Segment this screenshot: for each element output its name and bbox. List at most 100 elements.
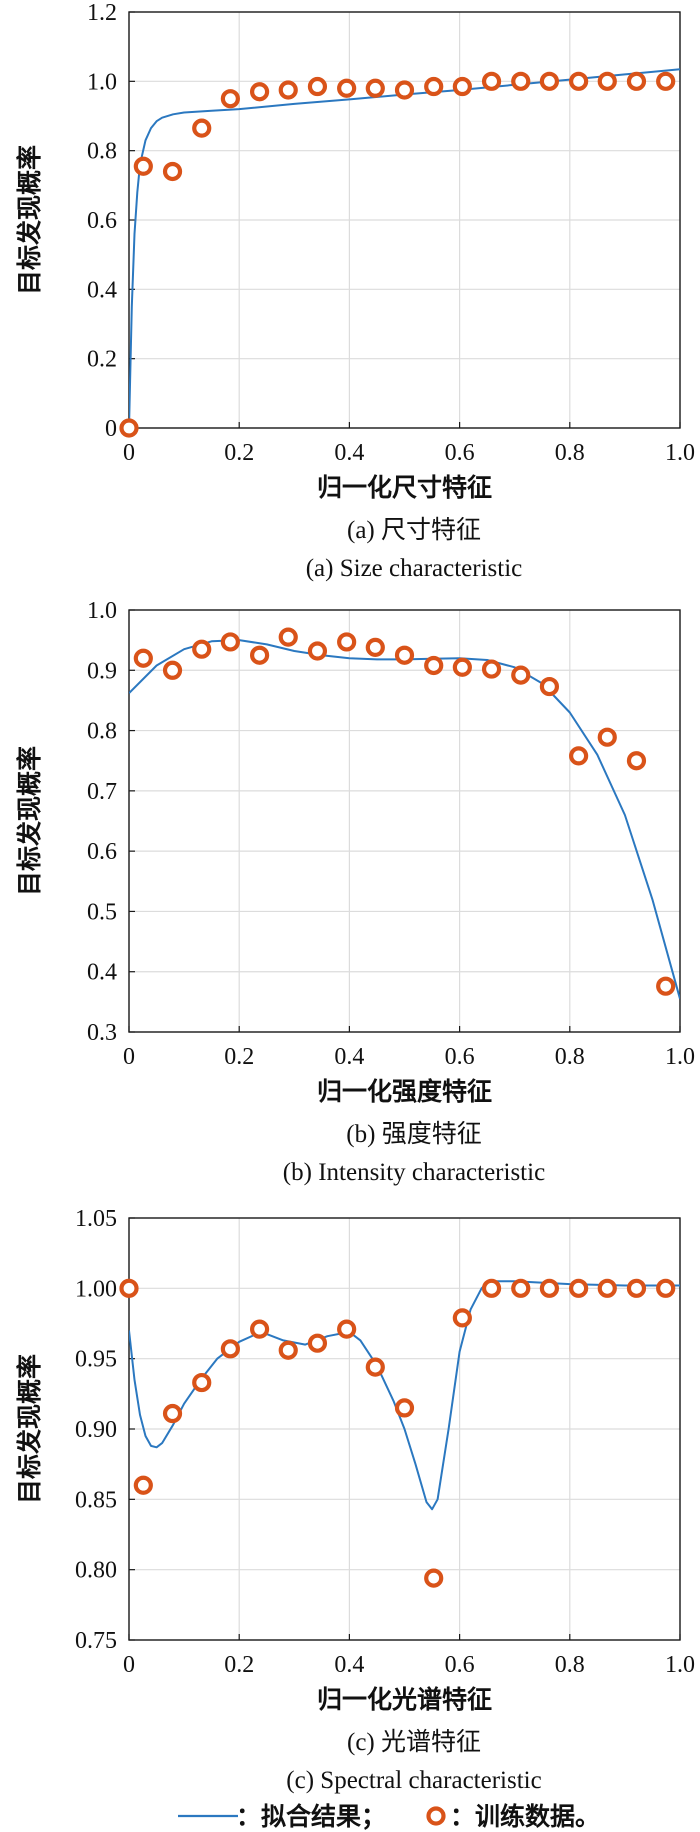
data-point bbox=[511, 665, 531, 685]
data-point bbox=[337, 632, 357, 652]
y-tick-label: 0.75 bbox=[75, 1628, 117, 1654]
data-point bbox=[278, 627, 298, 647]
data-point bbox=[452, 657, 472, 677]
data-point bbox=[539, 71, 560, 91]
y-tick-label: 0.6 bbox=[87, 208, 117, 234]
data-point bbox=[365, 1357, 385, 1377]
data-point bbox=[656, 1278, 676, 1298]
y-tick-label: 1.05 bbox=[75, 1206, 117, 1232]
data-point bbox=[133, 1475, 153, 1495]
x-tick-label: 0.8 bbox=[555, 1044, 585, 1070]
data-point bbox=[307, 1333, 328, 1353]
caption-en: (a) Size characteristic bbox=[306, 555, 523, 582]
data-point bbox=[597, 1278, 617, 1298]
legend-train-label: ：训练数据。 bbox=[450, 1802, 600, 1831]
x-axis-label: 归一化尺寸特征 bbox=[317, 473, 492, 502]
data-point bbox=[119, 1278, 139, 1298]
data-point bbox=[452, 76, 472, 97]
data-point bbox=[365, 78, 385, 98]
x-tick-label: 0.8 bbox=[555, 1652, 585, 1678]
data-point bbox=[511, 1278, 531, 1298]
data-point bbox=[424, 655, 444, 676]
x-tick-label: 0.4 bbox=[334, 1044, 364, 1070]
x-tick-label: 1.0 bbox=[665, 440, 695, 466]
data-point bbox=[656, 71, 676, 91]
x-tick-label: 0.2 bbox=[224, 1652, 254, 1678]
data-point bbox=[192, 639, 212, 659]
data-point bbox=[511, 71, 531, 91]
y-axis-label: 目标发现概率 bbox=[15, 145, 44, 295]
x-tick-label: 0.2 bbox=[224, 440, 254, 466]
caption-en: (c) Spectral characteristic bbox=[286, 1767, 541, 1794]
x-tick-label: 0 bbox=[123, 1044, 135, 1070]
data-point bbox=[249, 645, 270, 665]
legend-train-marker bbox=[426, 1806, 446, 1826]
caption-cn: (b) 强度特征 bbox=[346, 1120, 481, 1148]
y-tick-label: 1.2 bbox=[87, 0, 117, 26]
data-point bbox=[249, 82, 270, 102]
data-point bbox=[133, 648, 153, 668]
x-axis-label: 归一化强度特征 bbox=[317, 1077, 492, 1106]
data-point bbox=[656, 976, 676, 996]
legend-fit-label: ：拟合结果； bbox=[236, 1802, 386, 1831]
data-point bbox=[249, 1319, 270, 1339]
data-point bbox=[307, 76, 328, 97]
chart-panel: 0 0.2 0.4 0.6 0.8 1.0 0.3 0.4 0.5 0.6 0.7 0.8 0.9 1.0… bbox=[15, 598, 695, 1186]
caption-cn: (a) 尺寸特征 bbox=[347, 516, 481, 544]
data-point bbox=[394, 1398, 415, 1418]
data-point bbox=[626, 1278, 647, 1298]
y-axis-label: 目标发现概率 bbox=[15, 1354, 44, 1504]
data-point bbox=[220, 632, 240, 652]
y-tick-label: 0.85 bbox=[75, 1487, 117, 1513]
y-tick-label: 0.95 bbox=[75, 1347, 117, 1373]
data-point bbox=[307, 641, 328, 661]
x-tick-label: 0.6 bbox=[445, 440, 475, 466]
data-point bbox=[220, 89, 240, 109]
data-point bbox=[162, 161, 183, 182]
chart-panel: 0 0.2 0.4 0.6 0.8 1.0 0 0.2 0.4 0.6 0.8 1.0 1.2 归一化尺寸… bbox=[15, 0, 695, 582]
data-point bbox=[539, 1278, 560, 1298]
fit-curve bbox=[129, 68, 680, 428]
data-point bbox=[452, 1308, 472, 1328]
legend: ：拟合结果； ：训练数据。 bbox=[178, 1802, 600, 1831]
y-tick-label: 0.8 bbox=[87, 719, 117, 745]
y-tick-label: 0.90 bbox=[75, 1417, 117, 1443]
x-tick-label: 0 bbox=[123, 440, 135, 466]
y-tick-label: 0.7 bbox=[87, 779, 117, 805]
x-tick-label: 0.4 bbox=[334, 440, 364, 466]
y-tick-label: 1.0 bbox=[87, 598, 117, 624]
data-point bbox=[569, 746, 589, 766]
data-point bbox=[626, 71, 647, 91]
x-axis-label: 归一化光谱特征 bbox=[317, 1685, 492, 1714]
y-axis-label: 目标发现概率 bbox=[15, 746, 44, 896]
y-tick-label: 0 bbox=[105, 416, 117, 442]
data-point bbox=[119, 418, 139, 438]
y-tick-label: 0.9 bbox=[87, 658, 117, 684]
data-point bbox=[597, 71, 617, 91]
data-point bbox=[539, 676, 560, 697]
data-point bbox=[162, 1403, 183, 1424]
y-tick-label: 0.2 bbox=[87, 347, 117, 373]
fit-curve bbox=[129, 639, 680, 1000]
caption-cn: (c) 光谱特征 bbox=[347, 1728, 481, 1756]
data-point bbox=[394, 645, 415, 665]
data-point bbox=[278, 1340, 298, 1360]
x-tick-label: 0.8 bbox=[555, 440, 585, 466]
data-point bbox=[220, 1339, 240, 1359]
data-point bbox=[597, 727, 617, 747]
x-tick-label: 0.2 bbox=[224, 1044, 254, 1070]
data-point bbox=[365, 637, 385, 657]
y-tick-label: 0.3 bbox=[87, 1020, 117, 1046]
data-point bbox=[278, 80, 298, 100]
data-point bbox=[133, 156, 153, 176]
fit-curve bbox=[129, 1280, 680, 1511]
data-point bbox=[481, 659, 502, 679]
data-point bbox=[481, 1278, 502, 1298]
y-tick-label: 0.5 bbox=[87, 899, 117, 925]
data-point bbox=[626, 751, 647, 771]
x-tick-label: 1.0 bbox=[665, 1044, 695, 1070]
data-point bbox=[192, 1372, 212, 1393]
data-point bbox=[337, 78, 357, 98]
data-point bbox=[424, 1568, 444, 1588]
